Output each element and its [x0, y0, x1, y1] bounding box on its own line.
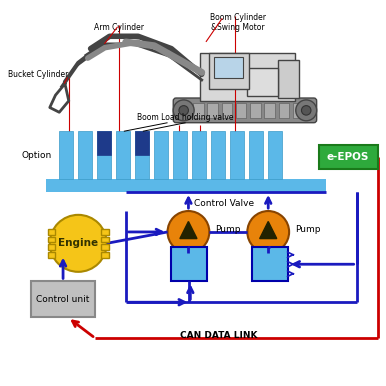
Text: Option: Option [21, 151, 52, 159]
Bar [135, 131, 149, 179]
Circle shape [168, 211, 209, 253]
Bar [101, 229, 108, 235]
Bar [135, 131, 149, 155]
Text: Boom Load holding valve: Boom Load holding valve [137, 113, 234, 122]
Bar [59, 131, 73, 179]
Bar [48, 244, 56, 250]
Bar [154, 131, 168, 179]
Bar [278, 60, 299, 98]
Bar [249, 131, 262, 179]
Bar [279, 103, 289, 118]
Bar [48, 229, 56, 235]
Bar [222, 103, 232, 118]
Polygon shape [180, 222, 197, 239]
Text: CAN DATA LINK: CAN DATA LINK [180, 331, 257, 340]
Bar [247, 68, 278, 96]
Text: Control unit: Control unit [36, 295, 90, 304]
Bar [192, 131, 205, 179]
Text: Bucket Cylinder: Bucket Cylinder [8, 70, 69, 79]
Bar [171, 247, 207, 281]
Bar [214, 57, 242, 78]
Circle shape [173, 100, 194, 121]
Bar [268, 131, 281, 179]
Bar [78, 131, 91, 179]
Circle shape [301, 106, 311, 115]
Bar [101, 252, 108, 257]
Polygon shape [260, 222, 277, 239]
Text: e-EPOS: e-EPOS [327, 152, 369, 162]
Bar [179, 103, 190, 118]
Circle shape [296, 100, 317, 121]
Bar [236, 103, 246, 118]
Circle shape [50, 215, 107, 272]
Bar [207, 103, 218, 118]
Bar [200, 53, 295, 101]
Bar [101, 244, 108, 250]
Circle shape [179, 106, 188, 115]
Bar [46, 179, 326, 192]
Bar [230, 131, 244, 179]
Bar [116, 131, 130, 179]
Text: Control Valve: Control Valve [193, 199, 254, 208]
Bar [193, 103, 204, 118]
Text: Engine: Engine [58, 238, 98, 248]
Bar [21, 12, 384, 186]
Bar [252, 247, 288, 281]
Bar [97, 131, 110, 155]
Bar [209, 53, 249, 90]
Bar [97, 131, 110, 179]
Circle shape [247, 211, 289, 253]
Bar [211, 131, 225, 179]
Text: Arm Cylinder: Arm Cylinder [94, 23, 144, 32]
Bar [250, 103, 261, 118]
Bar [264, 103, 275, 118]
Bar [101, 237, 108, 242]
Bar [318, 145, 378, 169]
Bar [31, 281, 95, 317]
Text: Pump: Pump [215, 225, 240, 234]
Text: Boom Cylinder
&Swing Motor: Boom Cylinder &Swing Motor [210, 12, 266, 32]
Bar [48, 252, 56, 257]
Bar [173, 131, 186, 179]
Text: Pump: Pump [295, 225, 320, 234]
Bar [293, 103, 303, 118]
Bar [48, 237, 56, 242]
FancyBboxPatch shape [173, 98, 317, 123]
